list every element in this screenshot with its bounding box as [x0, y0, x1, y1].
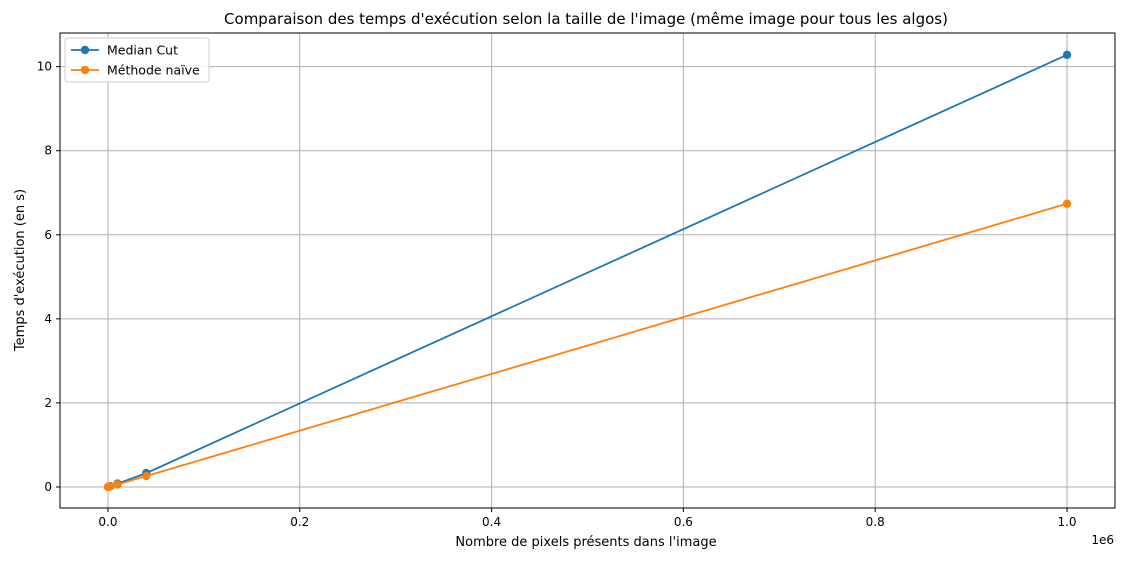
y-tick-label: 6: [44, 228, 52, 242]
series-line: [107, 54, 1068, 488]
y-tick-label: 8: [44, 144, 52, 158]
legend-box: [64, 37, 210, 83]
series-layer: [103, 50, 1072, 492]
y-axis-ticks: 0 2 4 6 8 10: [37, 60, 60, 494]
data-point: [1062, 50, 1072, 60]
data-point: [142, 471, 151, 481]
x-axis-label: Nombre de pixels présents dans l'image: [455, 535, 716, 550]
chart-title: Comparaison des temps d'exécution selon …: [224, 10, 948, 28]
y-tick-label: 4: [44, 312, 52, 326]
legend-marker: [80, 45, 90, 55]
x-tick-label: 0.2: [290, 515, 309, 529]
series-2: [103, 199, 1072, 492]
x-axis-offset-label: 1e6: [1091, 533, 1114, 547]
legend-item: Méthode naïve: [71, 63, 200, 78]
x-tick-label: 0.4: [482, 515, 501, 529]
data-point: [1062, 199, 1072, 208]
data-point: [106, 482, 115, 491]
x-tick-label: 0.6: [674, 515, 693, 529]
legend: Median Cut Méthode naïve: [64, 37, 210, 83]
legend-marker: [80, 65, 90, 75]
x-tick-label: 0.8: [866, 515, 885, 529]
series-1: [103, 50, 1072, 492]
legend-label: Median Cut: [107, 43, 178, 58]
legend-label: Méthode naïve: [107, 63, 200, 78]
x-axis-ticks: 0.0 0.2 0.4 0.6 0.8 1.0: [98, 508, 1077, 529]
x-tick-label: 1.0: [1057, 515, 1076, 529]
y-tick-label: 0: [44, 480, 52, 494]
y-tick-label: 10: [37, 60, 52, 74]
plot-area-frame: [59, 32, 1116, 509]
grid-lines: [60, 33, 1115, 508]
legend-item: Median Cut: [71, 43, 178, 58]
series-line: [107, 202, 1068, 488]
y-tick-label: 2: [44, 396, 52, 410]
data-point: [113, 480, 122, 489]
y-axis-label: Temps d'exécution (en s): [13, 189, 28, 352]
x-tick-label: 0.0: [98, 515, 117, 529]
